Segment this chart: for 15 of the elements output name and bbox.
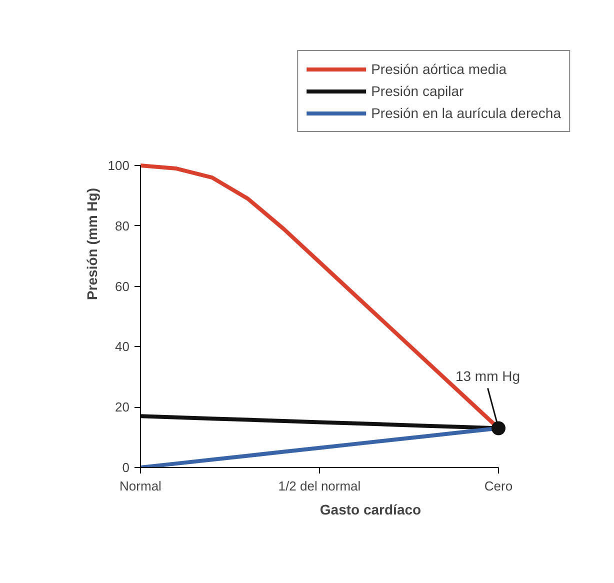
y-tick-label: 60 (115, 278, 130, 294)
x-tick-label: 1/2 del normal (278, 478, 361, 494)
x-tick-label: Normal (120, 478, 162, 494)
legend-label: Presión aórtica media (371, 61, 506, 77)
annotation: 13 mm Hg (455, 368, 520, 384)
y-tick-label: 80 (115, 218, 130, 234)
y-tick-label: 100 (108, 158, 130, 173)
x-axis-title: Gasto cardíaco (320, 502, 422, 518)
y-tick-label: 40 (115, 339, 130, 354)
x-tick-label: Cero (484, 478, 513, 494)
y-tick-label: 20 (115, 400, 130, 415)
legend-label: Presión capilar (371, 83, 464, 99)
y-tick-label: 0 (122, 460, 130, 475)
legend-label: Presión en la aurícula derecha (371, 105, 561, 121)
y-axis-title: Presión (mm Hg) (84, 188, 100, 300)
